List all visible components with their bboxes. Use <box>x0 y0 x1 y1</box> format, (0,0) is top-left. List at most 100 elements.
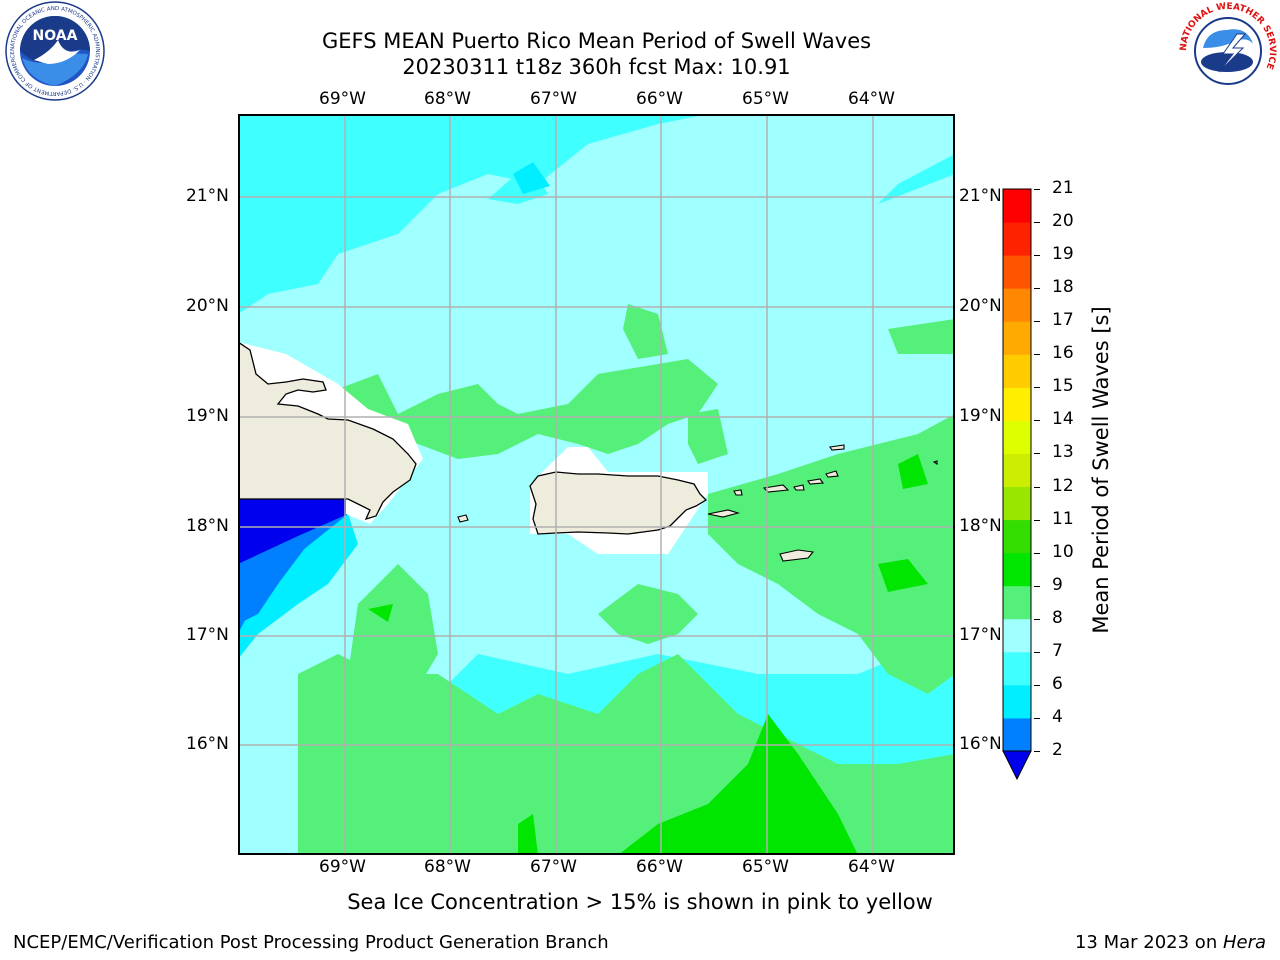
colorbar-tick-mark <box>1034 255 1040 257</box>
lon-label-top: 69°W <box>319 89 366 109</box>
colorbar-tick-mark <box>1034 552 1040 554</box>
colorbar-segment <box>1003 651 1031 686</box>
colorbar-segment <box>1003 618 1031 653</box>
island-st-john <box>793 484 805 491</box>
colorbar-tick-label: 17 <box>1052 310 1074 331</box>
swell-field-6-7 <box>513 162 550 194</box>
colorbar-tick-label: 11 <box>1052 508 1074 529</box>
colorbar-tick-mark <box>1034 189 1040 190</box>
colorbar-tick-label: 2 <box>1052 740 1063 760</box>
colorbar-tick-mark <box>1034 321 1040 323</box>
colorbar-tick-mark <box>1034 585 1040 587</box>
colorbar-tick-mark <box>1034 420 1040 422</box>
colorbar-tick-labels: 2 4 6 7 8 9 10 11 12 13 14 15 16 17 18 19 20 21 <box>1034 0 1090 800</box>
swell-field-7-8 <box>248 239 283 264</box>
colorbar-segment <box>1003 684 1031 719</box>
lon-label-top: 65°W <box>742 89 789 109</box>
colorbar-tick-label: 4 <box>1052 706 1063 727</box>
colorbar-tick-mark <box>1034 387 1040 389</box>
colorbar-tick-label: 8 <box>1052 607 1063 628</box>
lat-label-left: 18°N <box>186 516 229 536</box>
island-culebra <box>733 489 743 496</box>
land-hispaniola <box>239 341 417 521</box>
colorbar <box>1000 186 1040 786</box>
colorbar-tick-mark <box>1034 486 1040 488</box>
swell-field-2-4 <box>239 499 348 564</box>
colorbar-tick-label: 15 <box>1052 376 1074 397</box>
sea-ice-note: Sea Ice Concentration > 15% is shown in … <box>347 890 933 914</box>
lat-label-right: 17°N <box>959 625 1002 645</box>
lat-label-left: 17°N <box>186 625 229 645</box>
colorbar-segment <box>1003 288 1031 322</box>
swell-field-10-11 <box>898 454 928 489</box>
colorbar-tick-mark <box>1034 751 1040 752</box>
colorbar-segment <box>1003 387 1031 421</box>
colorbar-tick-mark <box>1034 222 1040 224</box>
map-panel <box>238 114 955 855</box>
swell-field-10-11 <box>878 559 928 592</box>
colorbar-tick-label: 16 <box>1052 343 1074 364</box>
colorbar-frame <box>1002 188 1032 752</box>
colorbar-segment <box>1003 189 1031 223</box>
lon-label-bottom: 68°W <box>424 857 471 877</box>
island-virgin-gorda <box>825 470 839 478</box>
colorbar-tick-label: 13 <box>1052 442 1074 463</box>
swell-field-9-10 <box>708 414 954 694</box>
map-frame <box>238 114 955 855</box>
lat-label-left: 20°N <box>186 296 229 316</box>
swell-field-9-10 <box>598 584 698 644</box>
lon-label-bottom: 67°W <box>530 857 577 877</box>
colorbar-segment <box>1003 321 1031 355</box>
lat-label-left: 19°N <box>186 406 229 426</box>
island-st-croix <box>779 549 815 562</box>
colorbar-segment <box>1003 585 1031 620</box>
colorbar-tick-label: 6 <box>1052 673 1063 694</box>
lat-label-right: 19°N <box>959 406 1002 426</box>
swell-field-9-10 <box>888 319 954 354</box>
colorbar-tick-mark <box>1034 618 1040 620</box>
colorbar-tick-label: 19 <box>1052 244 1074 265</box>
swell-field-9-10 <box>338 359 718 459</box>
colorbar-segment <box>1003 354 1031 388</box>
swell-field-9-10 <box>623 304 668 359</box>
lat-label-right: 21°N <box>959 186 1002 206</box>
colorbar-label: Mean Period of Swell Waves [s] <box>1089 306 1113 634</box>
lon-label-bottom: 65°W <box>742 857 789 877</box>
colorbar-tick-mark <box>1034 717 1040 719</box>
swell-field-10-11 <box>619 714 858 854</box>
footer-credit: NCEP/EMC/Verification Post Processing Pr… <box>13 932 609 953</box>
chart-title-line1: GEFS MEAN Puerto Rico Mean Period of Swe… <box>321 29 872 53</box>
lat-label-right: 18°N <box>959 516 1002 536</box>
colorbar-tick-mark <box>1034 684 1040 686</box>
colorbar-tick-label: 18 <box>1052 277 1074 298</box>
island-vieques <box>707 509 741 518</box>
lat-label-left: 16°N <box>186 734 229 754</box>
colorbar-label-wrap: Mean Period of Swell Waves [s] <box>1086 190 1116 750</box>
lon-label-top: 64°W <box>848 89 895 109</box>
colorbar-segment <box>1003 453 1031 488</box>
colorbar-tick-label: 12 <box>1052 475 1074 496</box>
colorbar-tick-label: 7 <box>1052 640 1063 661</box>
lon-label-top: 66°W <box>636 89 683 109</box>
colorbar-tick-mark <box>1034 519 1040 521</box>
footer-date: 13 Mar 2023 on Hera <box>1075 932 1266 953</box>
lon-label-bottom: 66°W <box>636 857 683 877</box>
colorbar-tick-label: 14 <box>1052 409 1074 430</box>
lat-label-left: 21°N <box>186 186 229 206</box>
colorbar-segment <box>1003 420 1031 454</box>
colorbar-segment <box>1003 717 1031 752</box>
lat-label-right: 16°N <box>959 734 1002 754</box>
footer-machine: Hera <box>1222 932 1266 953</box>
swell-field-10-11 <box>518 814 538 854</box>
noaa-logo: NATIONAL OCEANIC AND ATMOSPHERIC ADMINIS… <box>4 0 106 102</box>
lon-label-top: 68°W <box>424 89 471 109</box>
footer-date-text: 13 Mar 2023 on <box>1074 932 1223 953</box>
colorbar-tick-mark <box>1034 288 1040 290</box>
colorbar-segment <box>1003 222 1031 256</box>
colorbar-segment <box>1003 552 1031 587</box>
colorbar-tick-label: 20 <box>1052 211 1074 232</box>
swell-field-9-10 <box>688 409 728 464</box>
island-tortola <box>807 478 825 485</box>
colorbar-segment <box>1003 519 1031 554</box>
colorbar-tick-label: 21 <box>1052 178 1074 198</box>
